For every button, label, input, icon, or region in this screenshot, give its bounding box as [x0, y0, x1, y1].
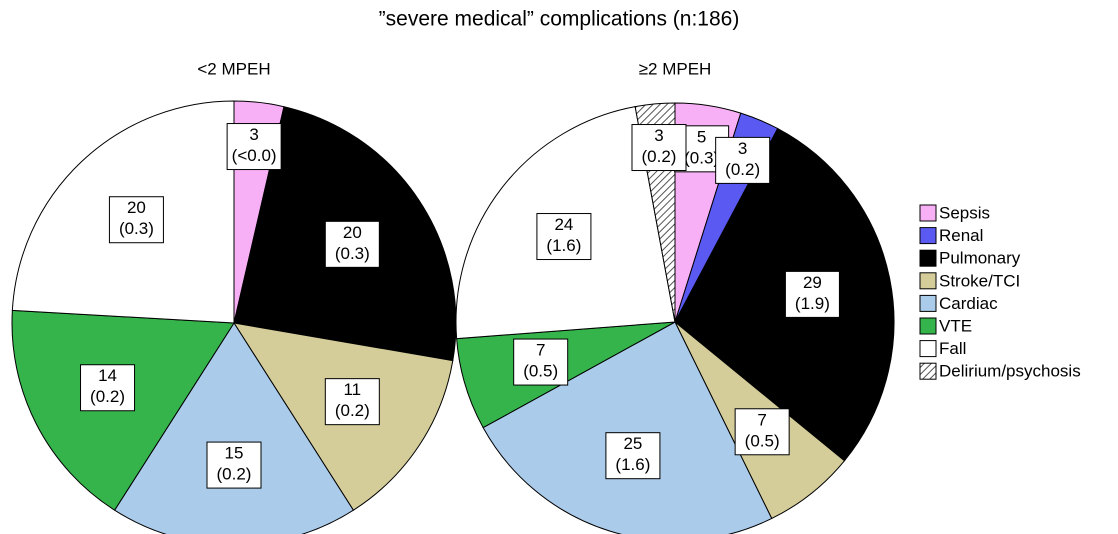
label-rate: (0.3): [119, 219, 154, 238]
data-label: 3 (<0.0): [226, 123, 282, 171]
label-rate: (1.6): [615, 455, 650, 474]
data-label: 29 (1.9): [784, 270, 840, 318]
label-box: [513, 338, 569, 386]
label-count: 29: [803, 273, 822, 292]
label-count: 20: [343, 223, 362, 242]
label-box: [715, 136, 771, 184]
label-rate: (1.6): [546, 236, 581, 255]
label-count: 5: [697, 127, 706, 146]
label-box: [784, 270, 840, 318]
legend-label: Stroke/TCI: [939, 271, 1020, 290]
pie-slice: [113, 322, 355, 534]
data-label: 20 (0.3): [108, 196, 164, 244]
label-box: [536, 213, 592, 261]
label-count: 25: [623, 434, 642, 453]
label-count: 20: [127, 198, 146, 217]
label-box: [324, 220, 380, 268]
label-rate: (0.3): [335, 244, 370, 263]
label-box: [734, 408, 790, 456]
label-box: [324, 378, 380, 426]
legend-swatch: [919, 317, 937, 335]
label-count: 3: [738, 139, 747, 158]
label-count: 11: [343, 380, 361, 399]
label-box: [605, 432, 661, 480]
data-label: 7 (0.5): [513, 338, 569, 386]
label-rate: (0.2): [335, 401, 370, 420]
label-rate: (0.5): [745, 431, 780, 450]
data-label: 15 (0.2): [206, 441, 262, 489]
legend-swatch: [919, 227, 937, 245]
pie-slice: [674, 127, 895, 462]
legend-label: Sepsis: [939, 203, 990, 222]
legend-label: Fall: [939, 339, 966, 358]
label-box: [631, 124, 687, 172]
data-label: 3 (0.2): [631, 124, 687, 172]
pie-subtitle: ≥2 MPEH: [639, 59, 712, 78]
legend-swatch: [919, 204, 937, 222]
legend-swatch: [919, 272, 937, 290]
data-label: 3 (0.2): [715, 136, 771, 184]
label-count: 14: [98, 366, 117, 385]
label-box: [226, 123, 282, 171]
label-count: 3: [654, 126, 663, 145]
legend-label: Pulmonary: [939, 249, 1021, 268]
label-rate: (0.2): [217, 465, 252, 484]
legend-swatch: [919, 362, 937, 380]
legend-label: Cardiac: [939, 294, 998, 313]
legend-swatch: [919, 249, 937, 267]
label-box: [80, 364, 136, 412]
label-box: [108, 196, 164, 244]
label-count: 15: [225, 444, 244, 463]
legend-swatch: [919, 340, 937, 358]
data-label: 20 (0.3): [324, 220, 380, 268]
chart-title: ”severe medical” complications (n:186): [379, 8, 740, 31]
label-rate: (0.2): [725, 160, 760, 179]
data-label: 11 (0.2): [324, 378, 380, 426]
data-label: 25 (1.6): [605, 432, 661, 480]
legend-label: VTE: [939, 316, 972, 335]
data-label: 14 (0.2): [80, 364, 136, 412]
label-count: 24: [554, 215, 573, 234]
label-rate: (1.9): [795, 294, 830, 313]
legend-swatch: [919, 294, 937, 312]
label-count: 7: [536, 341, 545, 360]
legend-label: Delirium/psychosis: [939, 362, 1081, 381]
label-rate: (0.2): [90, 387, 125, 406]
legend-label: Renal: [939, 226, 983, 245]
label-rate: (<0.0): [232, 146, 277, 165]
label-count: 3: [249, 125, 258, 144]
data-label: 24 (1.6): [536, 213, 592, 261]
label-rate: (0.5): [523, 362, 558, 381]
label-rate: (0.3): [684, 148, 719, 167]
label-rate: (0.2): [642, 147, 677, 166]
pie-subtitle: <2 MPEH: [197, 59, 270, 78]
label-count: 7: [757, 410, 766, 429]
data-label: 7 (0.5): [734, 408, 790, 456]
pie-slice: [482, 321, 773, 534]
label-box: [206, 441, 262, 489]
